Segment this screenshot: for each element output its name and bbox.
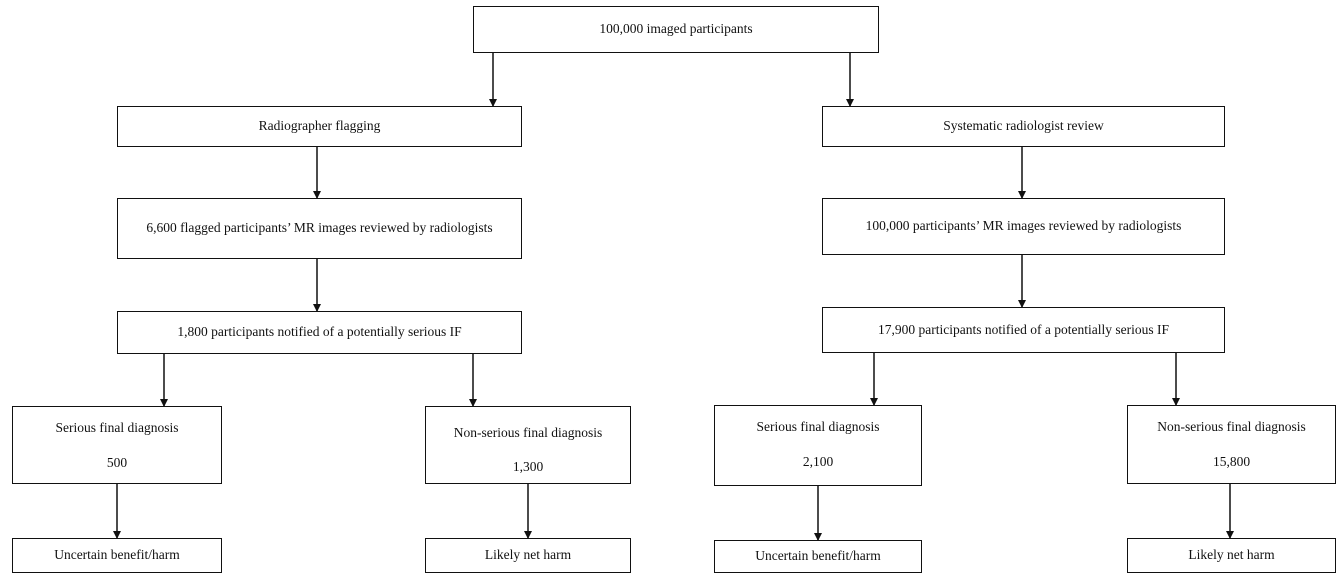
left-notified-label: 1,800 participants notified of a potenti… [177,324,462,340]
right-nonserious-count: 15,800 [1212,454,1251,470]
right-method-label: Systematic radiologist review [943,118,1104,134]
right-nonserious-title: Non-serious final diagnosis [1157,419,1306,434]
left-serious-title: Serious final diagnosis [55,420,179,435]
left-review-label: 6,600 flagged participants’ MR images re… [146,220,493,236]
left-serious-outcome-box: Uncertain benefit/harm [12,538,222,573]
left-nonserious-outcome-label: Likely net harm [484,547,572,563]
right-serious-box: Serious final diagnosis 2,100 [714,405,922,486]
right-review-label: 100,000 participants’ MR images reviewed… [865,218,1182,234]
left-serious-count: 500 [106,455,128,471]
right-review-box: 100,000 participants’ MR images reviewed… [822,198,1225,255]
root-label: 100,000 imaged participants [599,21,753,37]
left-nonserious-count: 1,300 [512,459,544,475]
left-method-label: Radiographer flagging [258,118,381,134]
right-nonserious-box: Non-serious final diagnosis 15,800 [1127,405,1336,484]
root-box: 100,000 imaged participants [473,6,879,53]
left-notified-box: 1,800 participants notified of a potenti… [117,311,522,354]
right-serious-outcome-box: Uncertain benefit/harm [714,540,922,573]
right-serious-count: 2,100 [802,454,834,470]
right-notified-box: 17,900 participants notified of a potent… [822,307,1225,353]
right-nonserious-outcome-label: Likely net harm [1188,547,1275,563]
right-serious-title: Serious final diagnosis [756,419,880,434]
left-review-box: 6,600 flagged participants’ MR images re… [117,198,522,259]
left-nonserious-box: Non-serious final diagnosis 1,300 [425,406,631,484]
left-serious-outcome-label: Uncertain benefit/harm [54,547,180,563]
right-nonserious-outcome-box: Likely net harm [1127,538,1336,573]
left-serious-box: Serious final diagnosis 500 [12,406,222,484]
left-nonserious-title: Non-serious final diagnosis [453,425,603,440]
right-method-box: Systematic radiologist review [822,106,1225,147]
right-serious-outcome-label: Uncertain benefit/harm [755,548,881,564]
left-method-box: Radiographer flagging [117,106,522,147]
left-nonserious-outcome-box: Likely net harm [425,538,631,573]
right-notified-label: 17,900 participants notified of a potent… [878,321,1169,337]
